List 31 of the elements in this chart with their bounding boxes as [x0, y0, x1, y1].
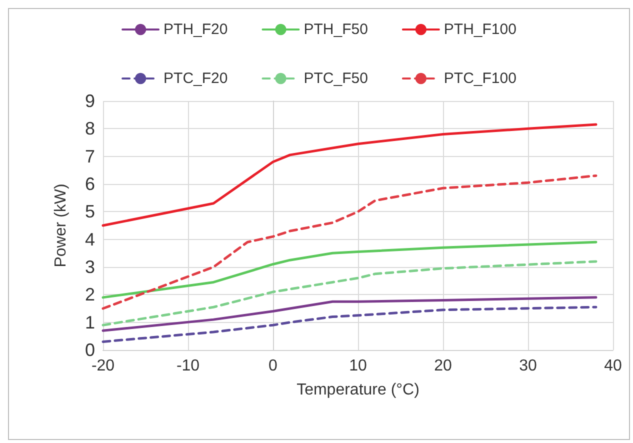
legend-label: PTH_F50	[304, 21, 368, 38]
y-tick-label: 5	[84, 202, 95, 222]
x-tick-label: 10	[349, 358, 367, 374]
line-series	[102, 296, 598, 332]
line-series	[102, 260, 598, 326]
legend-label: PTH_F100	[444, 21, 516, 38]
legend-label: PTC_F100	[444, 70, 516, 87]
line-series	[102, 240, 598, 299]
x-tick-label: -10	[176, 358, 200, 374]
y-tick-label: 3	[84, 257, 95, 277]
x-axis-title: Temperature (°C)	[296, 382, 420, 398]
y-tick-label: 7	[84, 146, 95, 166]
y-tick-label: 6	[84, 174, 95, 194]
y-tick-label: 2	[84, 284, 95, 305]
x-tick-label: -20	[91, 358, 115, 374]
legend-label: PTC_F20	[164, 70, 228, 87]
y-tick-label: 1	[84, 312, 95, 332]
y-tick-label: 4	[84, 229, 95, 250]
x-tick-label: 30	[519, 358, 537, 374]
line-series	[102, 306, 598, 343]
y-axis-title: Power (kW)	[52, 184, 70, 268]
y-tick-label: 9	[84, 91, 95, 111]
legend-label: PTH_F20	[164, 21, 228, 38]
line-series	[102, 123, 598, 227]
line-series	[102, 174, 598, 310]
y-tick-label: 0	[84, 340, 95, 360]
x-tick-label: 40	[604, 358, 622, 374]
y-tick-label: 8	[84, 118, 95, 139]
legend-label: PTC_F50	[304, 70, 368, 87]
x-tick-label: 0	[268, 358, 278, 374]
x-tick-label: 20	[434, 358, 452, 374]
